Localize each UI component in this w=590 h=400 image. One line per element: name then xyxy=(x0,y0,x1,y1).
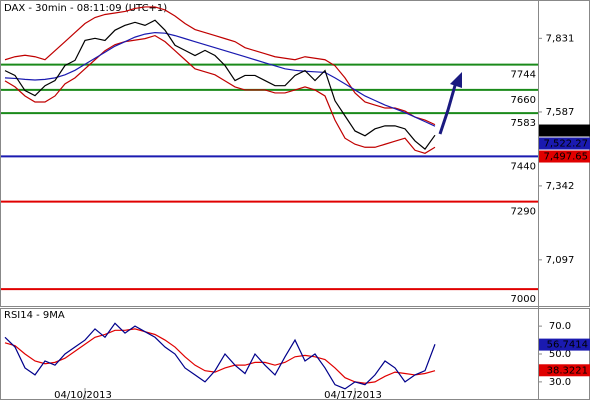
y-tick-label: 30.0 xyxy=(549,377,571,388)
series-line xyxy=(4,34,436,154)
level-label: 7583 xyxy=(511,118,536,129)
price-tag-label: 38.3221 xyxy=(547,365,588,376)
level-label: 7660 xyxy=(511,95,536,106)
price-tag xyxy=(539,338,590,351)
x-tick-label: 04/10/2013 xyxy=(54,390,112,400)
price-tag-label: 7,525.5 xyxy=(550,126,588,137)
price-tag-label: 7,497.65 xyxy=(543,152,588,163)
level-label: 7440 xyxy=(511,161,536,172)
y-tick-label: 7,831 xyxy=(546,33,575,44)
y-tick-label: 70.0 xyxy=(549,321,571,332)
chart-title: DAX - 30min - 08:11:09 (UTC+1) xyxy=(4,3,167,14)
y-tick-label: 7,342 xyxy=(546,181,575,192)
y-tick-label: 50.0 xyxy=(549,349,571,360)
rsi-title: RSI14 - 9MA xyxy=(4,310,65,321)
series-line xyxy=(4,6,436,126)
series-line xyxy=(4,328,436,384)
series-line xyxy=(4,322,436,390)
rsi-panel-frame xyxy=(0,308,590,400)
series-line xyxy=(4,31,436,127)
price-tag xyxy=(539,137,590,150)
series-line xyxy=(4,19,436,150)
price-tag-label: 7,522.27 xyxy=(543,139,588,150)
price-tag xyxy=(539,150,590,163)
level-label: 7290 xyxy=(511,207,536,218)
y-tick-label: 7,587 xyxy=(546,107,575,118)
arrow-head xyxy=(450,72,462,88)
y-tick-label: 7,097 xyxy=(546,255,575,266)
price-tag-label: 56.7414 xyxy=(547,340,588,351)
level-label: 7000 xyxy=(511,294,536,305)
price-tag xyxy=(539,364,590,377)
arrow xyxy=(438,81,458,135)
price-tag xyxy=(539,124,590,137)
x-tick-label: 04/17/2013 xyxy=(324,390,382,400)
price-panel-frame xyxy=(0,0,590,307)
level-label: 7744 xyxy=(511,70,536,81)
